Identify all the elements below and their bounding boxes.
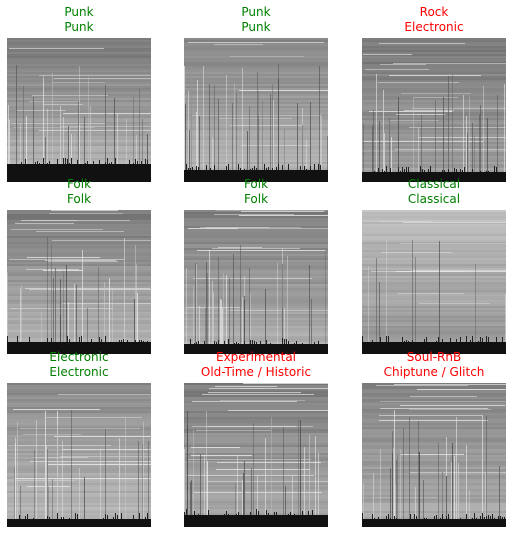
predicted-label: Chiptune / Glitch — [383, 365, 485, 379]
spectrogram-panel: Rock Electronic — [362, 5, 506, 182]
spectrogram-panel: Electronic Electronic — [7, 350, 151, 527]
predicted-label: Punk — [241, 20, 271, 34]
actual-label: Classical — [407, 177, 461, 191]
spectrogram-panel: Folk Folk — [184, 177, 328, 354]
spectrogram-image — [7, 38, 151, 182]
spectrogram-panel: Punk Punk — [7, 5, 151, 182]
actual-label: Electronic — [49, 350, 109, 364]
spectrogram-panel: Folk Folk — [7, 177, 151, 354]
actual-label: Folk — [66, 177, 92, 191]
spectrogram-image — [184, 383, 328, 527]
predicted-label: Electronic — [49, 365, 109, 379]
panel-title: Punk Punk — [7, 5, 151, 35]
predicted-label: Electronic — [404, 20, 464, 34]
spectrogram-image — [184, 210, 328, 354]
panel-title: Folk Folk — [7, 177, 151, 207]
panel-title: Punk Punk — [184, 5, 328, 35]
panel-title: Soul-RnB Chiptune / Glitch — [362, 350, 506, 380]
spectrogram-image — [362, 38, 506, 182]
panel-title: Experimental Old-Time / Historic — [184, 350, 328, 380]
actual-label: Punk — [241, 5, 271, 19]
panel-title: Classical Classical — [362, 177, 506, 207]
spectrogram-panel: Punk Punk — [184, 5, 328, 182]
actual-label: Rock — [419, 5, 449, 19]
spectrogram-panel: Experimental Old-Time / Historic — [184, 350, 328, 527]
predicted-label: Folk — [243, 192, 269, 206]
predicted-label: Folk — [66, 192, 92, 206]
actual-label: Experimental — [215, 350, 297, 364]
actual-label: Folk — [243, 177, 269, 191]
predicted-label: Old-Time / Historic — [200, 365, 312, 379]
spectrogram-image — [362, 383, 506, 527]
spectrogram-image — [362, 210, 506, 354]
panel-title: Electronic Electronic — [7, 350, 151, 380]
spectrogram-image — [184, 38, 328, 182]
spectrogram-panel: Classical Classical — [362, 177, 506, 354]
actual-label: Punk — [64, 5, 94, 19]
panel-title: Folk Folk — [184, 177, 328, 207]
predicted-label: Classical — [407, 192, 461, 206]
panel-title: Rock Electronic — [362, 5, 506, 35]
spectrogram-image — [7, 210, 151, 354]
actual-label: Soul-RnB — [406, 350, 462, 364]
predicted-label: Punk — [64, 20, 94, 34]
spectrogram-image — [7, 383, 151, 527]
spectrogram-panel: Soul-RnB Chiptune / Glitch — [362, 350, 506, 527]
